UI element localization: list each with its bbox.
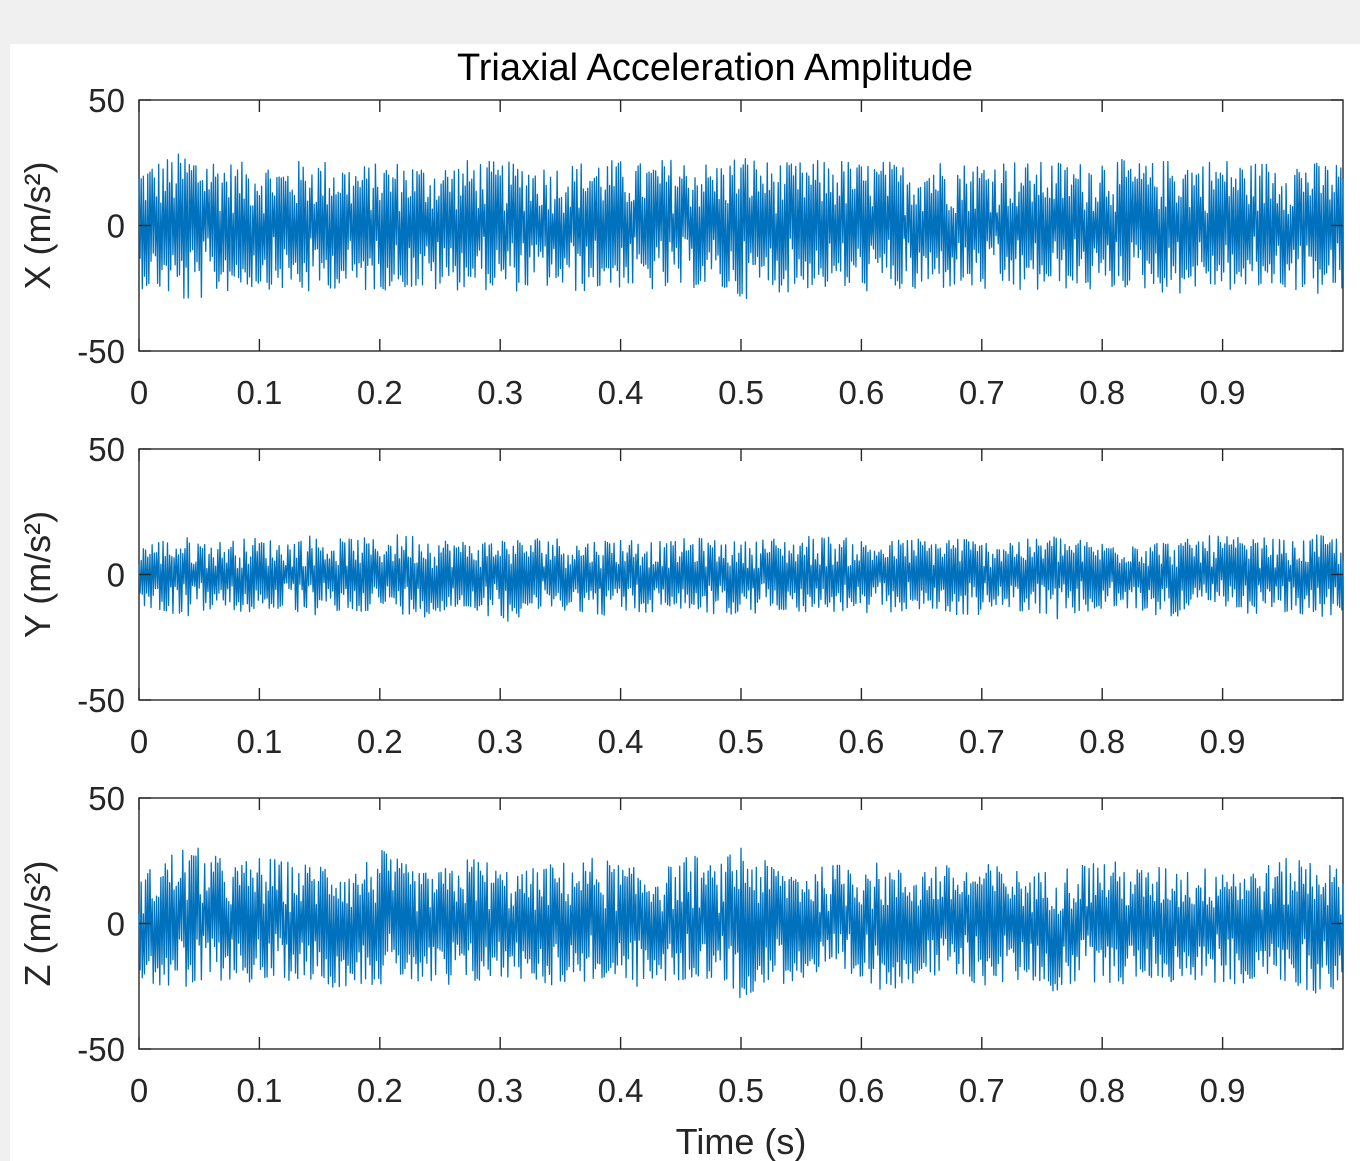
x-tick-label: 0.3 [477,1072,523,1109]
x-tick-label: 0.1 [236,374,282,411]
y-tick-label: 50 [88,82,125,119]
x-tick-label: 0.8 [1079,723,1125,760]
x-tick-label: 0.5 [718,374,764,411]
x-tick-label: 0.7 [959,1072,1005,1109]
x-tick-label: 0.5 [718,723,764,760]
x-tick-label: 0.1 [236,723,282,760]
x-tick-label: 0.7 [959,374,1005,411]
x-tick-label: 0.9 [1200,723,1246,760]
chart-title: Triaxial Acceleration Amplitude [457,47,973,89]
x-tick-label: 0 [130,1072,148,1109]
x-tick-label: 0.6 [838,723,884,760]
signal-line-y [138,534,1344,622]
x-tick-label: 0.5 [718,1072,764,1109]
y-tick-label: 50 [88,780,125,817]
x-tick-label: 0.8 [1079,1072,1125,1109]
x-tick-label: 0.9 [1200,1072,1246,1109]
x-axis-label: Time (s) [676,1121,807,1161]
y-tick-label: 0 [107,208,125,245]
x-tick-label: 0 [130,374,148,411]
x-tick-label: 0.8 [1079,374,1125,411]
x-tick-label: 0.6 [838,1072,884,1109]
y-tick-label: 0 [107,906,125,943]
x-tick-label: 0.2 [357,723,403,760]
signal-line-x [138,153,1344,300]
y-tick-label: 0 [107,557,125,594]
x-tick-label: 0.3 [477,374,523,411]
y-tick-label: -50 [77,682,125,719]
x-tick-label: 0.2 [357,374,403,411]
y-axis-label-y: Y (m/s²) [17,511,58,638]
y-tick-label: -50 [77,1031,125,1068]
y-axis-label-x: X (m/s²) [17,162,58,290]
y-tick-label: 50 [88,431,125,468]
x-tick-label: 0.6 [838,374,884,411]
y-axis-label-z: Z (m/s²) [17,861,58,987]
x-tick-label: 0.9 [1200,374,1246,411]
x-tick-label: 0.7 [959,723,1005,760]
y-tick-label: -50 [77,333,125,370]
x-tick-label: 0.4 [598,1072,644,1109]
x-tick-label: 0.4 [598,723,644,760]
x-tick-label: 0.3 [477,723,523,760]
x-tick-label: 0 [130,723,148,760]
signal-line-z [138,847,1344,999]
x-tick-label: 0.2 [357,1072,403,1109]
x-tick-label: 0.1 [236,1072,282,1109]
x-tick-label: 0.4 [598,374,644,411]
